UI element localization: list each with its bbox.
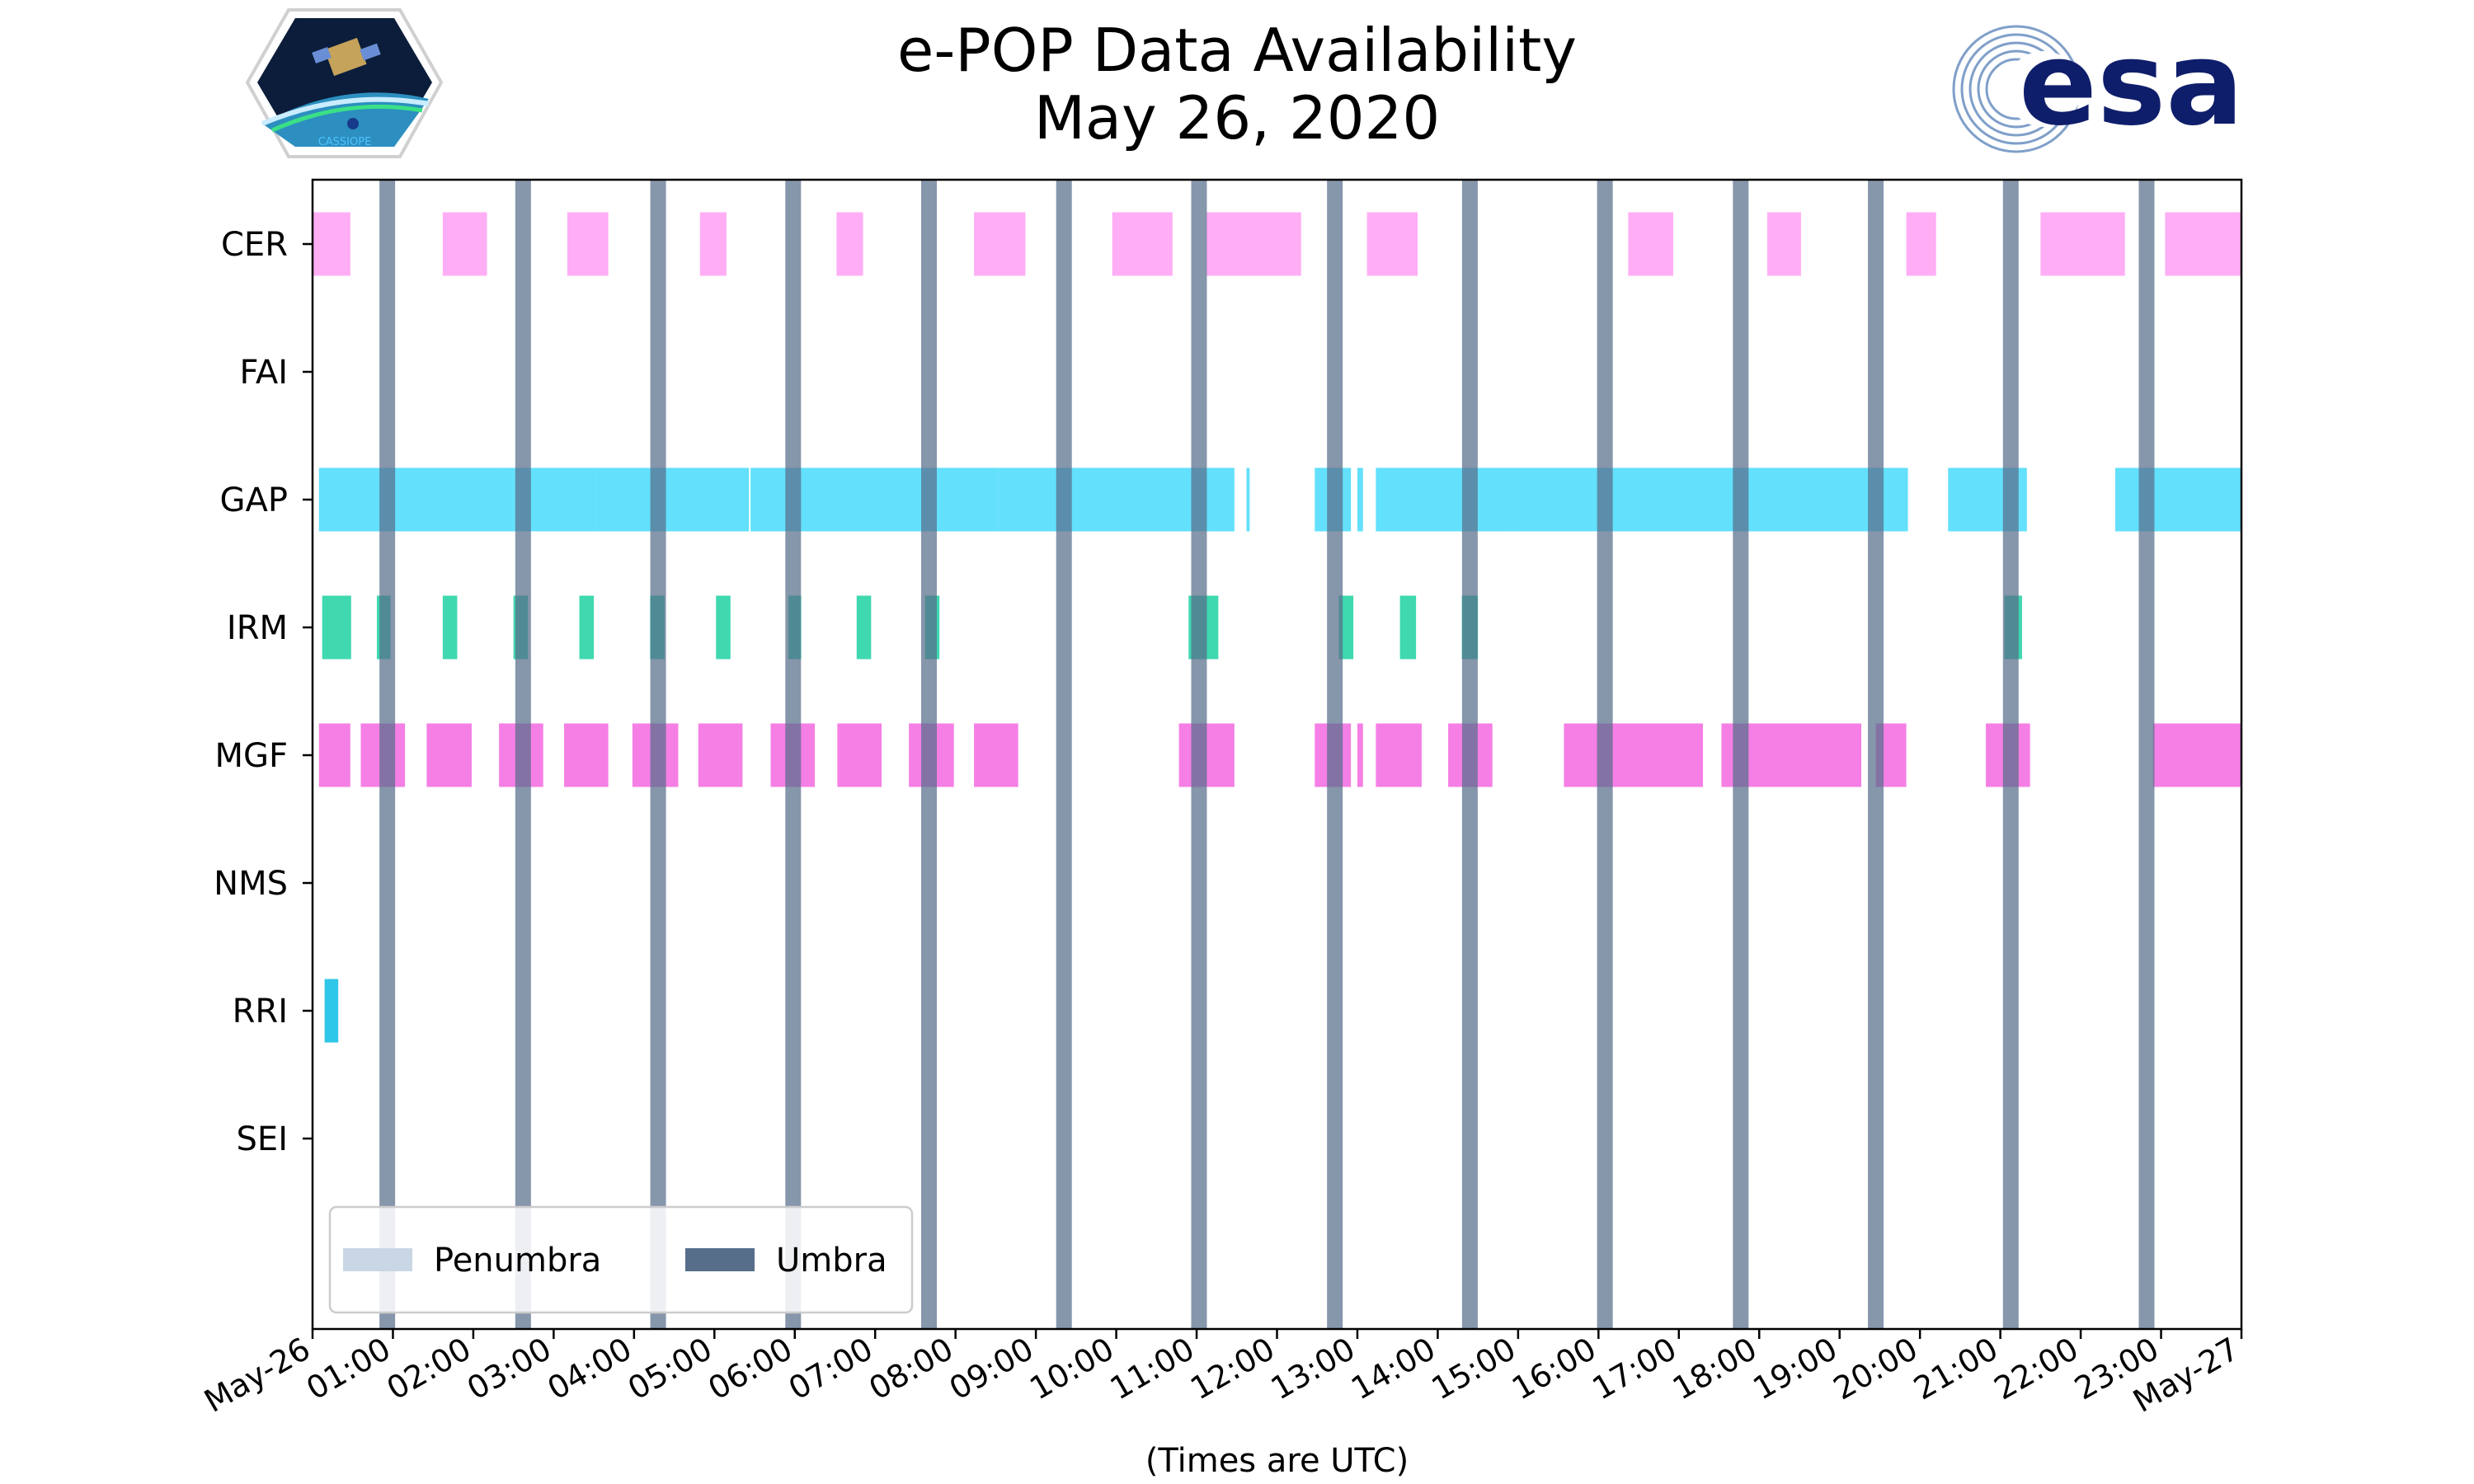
- x-tick-label: 09:00: [943, 1331, 1040, 1407]
- y-tick-label: FAI: [240, 354, 289, 392]
- data-bar-mgf: [426, 723, 472, 787]
- x-tick-label: 14:00: [1345, 1331, 1442, 1407]
- data-bar-gap: [1246, 467, 1250, 532]
- umbra-band: [785, 180, 802, 1329]
- x-tick-label: 21:00: [1907, 1331, 2004, 1407]
- umbra-band: [1597, 180, 1613, 1329]
- chart-title: e-POP Data Availability: [897, 16, 1577, 85]
- data-bar-mgf: [698, 723, 743, 787]
- x-tick-label: 13:00: [1265, 1331, 1362, 1407]
- data-bar-cer: [442, 212, 487, 276]
- x-tick-label: 03:00: [461, 1331, 557, 1407]
- data-bar-cer: [313, 212, 350, 276]
- legend-label-umbra: Umbra: [776, 1242, 887, 1280]
- legend-swatch-umbra: [685, 1248, 755, 1271]
- x-tick-label: 07:00: [783, 1331, 879, 1407]
- umbra-band: [1868, 180, 1884, 1329]
- x-tick-label: 18:00: [1667, 1331, 1763, 1407]
- x-tick-label: 02:00: [381, 1331, 477, 1407]
- x-tick-label: 17:00: [1586, 1331, 1682, 1407]
- y-tick-label: IRM: [227, 609, 288, 647]
- y-tick-label: MGF: [214, 737, 288, 775]
- data-bar-rri: [324, 979, 339, 1043]
- umbra-band: [2138, 180, 2155, 1329]
- data-bar-irm: [442, 595, 458, 660]
- x-tick-label: 04:00: [541, 1331, 637, 1407]
- data-bar-mgf: [1564, 723, 1704, 787]
- data-bar-mgf: [1376, 723, 1422, 787]
- data-bar-mgf: [564, 723, 609, 787]
- x-axis-label: (Times are UTC): [1145, 1442, 1409, 1480]
- data-bar-cer: [1366, 212, 1418, 276]
- chart-title-block: e-POP Data Availability May 26, 2020: [0, 16, 2474, 152]
- umbra-band: [1733, 180, 1749, 1329]
- data-bar-cer: [2165, 212, 2241, 276]
- data-bar-gap: [318, 467, 504, 532]
- x-tick-label: 08:00: [863, 1331, 959, 1407]
- data-bar-mgf: [837, 723, 882, 787]
- data-bar-gap: [2114, 467, 2241, 532]
- data-bar-gap: [595, 467, 750, 532]
- x-tick-label: 15:00: [1426, 1331, 1522, 1407]
- y-tick-label: SEI: [237, 1120, 288, 1158]
- umbra-band: [2002, 180, 2019, 1329]
- data-bar-gap: [1376, 467, 1512, 532]
- data-bar-cer: [974, 212, 1026, 276]
- data-bar-mgf: [318, 723, 350, 787]
- data-bar-cer: [699, 212, 727, 276]
- umbra-band: [1191, 180, 1207, 1329]
- x-tick-label: 10:00: [1023, 1331, 1120, 1407]
- data-bar-cer: [567, 212, 609, 276]
- esa-logo: esa: [1952, 17, 2244, 153]
- y-tick-label: NMS: [214, 865, 288, 903]
- y-tick-label: RRI: [233, 993, 288, 1031]
- esa-logo-text: esa: [2019, 17, 2244, 152]
- data-bar-gap: [998, 467, 1167, 532]
- x-tick-label: 16:00: [1506, 1331, 1602, 1407]
- data-bar-irm: [322, 595, 351, 660]
- chart-subtitle: May 26, 2020: [1033, 83, 1441, 153]
- x-tick-label: May-26: [198, 1331, 316, 1420]
- legend-swatch-penumbra: [343, 1248, 412, 1271]
- x-tick-label: 19:00: [1747, 1331, 1843, 1407]
- data-bar-cer: [1906, 212, 1936, 276]
- x-tick-label: 11:00: [1104, 1331, 1201, 1407]
- umbra-band: [1056, 180, 1072, 1329]
- legend-label-penumbra: Penumbra: [434, 1242, 601, 1280]
- data-bar-gap: [1512, 467, 1908, 532]
- data-bar-mgf: [1357, 723, 1363, 787]
- data-bar-cer: [1112, 212, 1173, 276]
- data-bar-irm: [579, 595, 595, 660]
- x-tick-label: 01:00: [300, 1331, 397, 1407]
- data-bar-irm: [716, 595, 731, 660]
- x-tick-label: 05:00: [622, 1331, 718, 1407]
- data-bar-cer: [1628, 212, 1673, 276]
- umbra-band: [1461, 180, 1478, 1329]
- data-bar-cer: [1206, 212, 1301, 276]
- umbra-band: [921, 180, 938, 1329]
- umbra-band: [515, 180, 531, 1329]
- data-bar-cer: [836, 212, 863, 276]
- legend-box: [328, 1205, 914, 1314]
- cassiope-logo: CASSIOPE: [245, 8, 444, 158]
- x-tick-label: 06:00: [702, 1331, 798, 1407]
- x-tick-label: 12:00: [1184, 1331, 1281, 1407]
- data-bar-cer: [2040, 212, 2125, 276]
- data-bar-mgf: [2152, 723, 2241, 787]
- umbra-band: [379, 180, 396, 1329]
- data-bar-gap: [1357, 467, 1363, 532]
- data-bar-irm: [1399, 595, 1417, 660]
- x-tick-label: 22:00: [1988, 1331, 2085, 1407]
- x-tick-label: 20:00: [1827, 1331, 1924, 1407]
- data-bar-cer: [1766, 212, 1801, 276]
- data-bar-mgf: [974, 723, 1018, 787]
- data-bar-irm: [856, 595, 872, 660]
- cassiope-logo-text: CASSIOPE: [318, 136, 372, 148]
- umbra-band: [1327, 180, 1343, 1329]
- y-tick-label: GAP: [220, 481, 288, 519]
- umbra-band: [650, 180, 666, 1329]
- y-tick-label: CER: [221, 226, 288, 264]
